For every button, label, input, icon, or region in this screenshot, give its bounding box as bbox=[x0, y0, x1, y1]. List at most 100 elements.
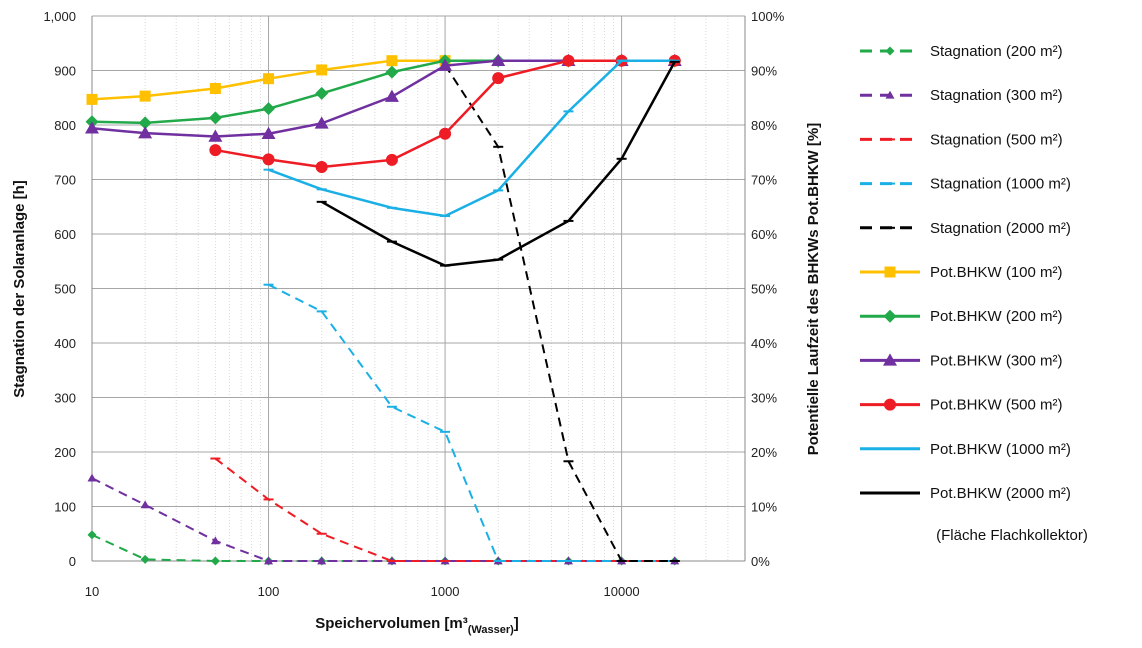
legend-item-0: Stagnation (200 m²) bbox=[860, 43, 1063, 60]
data-point-triangle bbox=[314, 116, 329, 129]
legend-item-10: Pot.BHKW (2000 m²) bbox=[860, 485, 1071, 502]
y-right-tick-label: 20% bbox=[751, 445, 777, 460]
data-point-triangle bbox=[210, 536, 220, 545]
data-point-circle bbox=[884, 398, 896, 411]
x-axis-title-main: Speichervolumen [m³ bbox=[315, 615, 468, 632]
y-right-tick-label: 100% bbox=[751, 9, 785, 24]
legend-item-9: Pot.BHKW (1000 m²) bbox=[860, 441, 1071, 458]
legend-label: Stagnation (1000 m²) bbox=[930, 176, 1071, 193]
data-point-circle bbox=[315, 160, 328, 173]
legend-label: Pot.BHKW (100 m²) bbox=[930, 264, 1063, 281]
data-point-triangle bbox=[261, 126, 276, 139]
data-point-diamond bbox=[138, 116, 152, 130]
legend-label: Pot.BHKW (200 m²) bbox=[930, 308, 1063, 325]
y-left-tick-label: 700 bbox=[54, 173, 76, 188]
data-point-circle bbox=[385, 153, 398, 166]
y-right-tick-label: 50% bbox=[751, 282, 777, 297]
series-line bbox=[444, 64, 675, 562]
y-right-tick-label: 10% bbox=[751, 500, 777, 515]
data-point-circle bbox=[262, 153, 275, 166]
legend-note: (Fläche Flachkollektor) bbox=[936, 527, 1088, 544]
data-point-circle bbox=[492, 72, 505, 85]
y-left-tick-label: 400 bbox=[54, 336, 76, 351]
data-point-diamond bbox=[262, 102, 276, 116]
data-point-triangle bbox=[140, 500, 150, 509]
y-right-tick-label: 0% bbox=[751, 554, 770, 569]
legend: Stagnation (200 m²) Stagnation (300 m²) St… bbox=[860, 43, 1071, 502]
series-10 bbox=[316, 60, 680, 267]
series-line bbox=[268, 283, 675, 562]
y-left-tick-label: 800 bbox=[54, 118, 76, 133]
data-point-diamond bbox=[210, 556, 220, 566]
legend-item-6: Pot.BHKW (200 m²) bbox=[860, 308, 1063, 325]
data-point-triangle bbox=[208, 129, 223, 142]
data-point-square bbox=[316, 64, 328, 76]
y-right-tick-label: 40% bbox=[751, 336, 777, 351]
legend-label: Stagnation (2000 m²) bbox=[930, 220, 1071, 237]
x-tick-label: 10 bbox=[85, 584, 99, 599]
data-point-square bbox=[263, 73, 275, 85]
legend-item-5: Pot.BHKW (100 m²) bbox=[860, 264, 1063, 281]
legend-label: Pot.BHKW (500 m²) bbox=[930, 397, 1063, 414]
series-line bbox=[268, 59, 675, 218]
data-point-square bbox=[86, 93, 98, 105]
data-point-triangle bbox=[87, 473, 97, 482]
data-point-diamond bbox=[208, 111, 222, 125]
data-point-diamond bbox=[140, 554, 150, 564]
data-point-circle bbox=[562, 54, 575, 67]
y-right-tick-label: 70% bbox=[751, 173, 777, 188]
data-point-diamond bbox=[315, 86, 329, 100]
data-point-triangle bbox=[491, 53, 506, 66]
y-left-tick-label: 300 bbox=[54, 391, 76, 406]
data-point-square bbox=[209, 82, 221, 94]
y-left-tick-label: 0 bbox=[69, 554, 76, 569]
data-point-triangle bbox=[883, 353, 897, 366]
data-point-triangle bbox=[264, 556, 274, 565]
data-point-diamond bbox=[87, 530, 97, 540]
legend-label: Stagnation (200 m²) bbox=[930, 43, 1063, 60]
y-left-tick-label: 500 bbox=[54, 282, 76, 297]
data-point-square bbox=[884, 266, 896, 278]
x-tick-label: 100 bbox=[258, 584, 280, 599]
data-point-triangle bbox=[85, 121, 99, 134]
y-left-tick-label: 600 bbox=[54, 227, 76, 242]
series-7 bbox=[85, 53, 682, 142]
legend-item-4: Stagnation (2000 m²) bbox=[860, 220, 1071, 237]
data-point-triangle bbox=[885, 90, 895, 99]
x-axis-title-sub: (Wasser) bbox=[468, 624, 514, 636]
y-axis-right-title: Potentielle Laufzeit des BHKWs Pot.BHKW … bbox=[805, 123, 822, 456]
y-left-tick-label: 200 bbox=[54, 445, 76, 460]
legend-label: Pot.BHKW (2000 m²) bbox=[930, 485, 1071, 502]
data-point-circle bbox=[209, 144, 222, 157]
series-layer bbox=[85, 53, 682, 566]
series-4 bbox=[440, 64, 680, 562]
legend-label: Pot.BHKW (300 m²) bbox=[930, 352, 1063, 369]
x-axis-title: Speichervolumen [m³(Wasser)] bbox=[315, 615, 519, 636]
data-point-triangle bbox=[138, 126, 153, 139]
y-right-tick-label: 90% bbox=[751, 64, 777, 79]
data-point-triangle bbox=[438, 58, 453, 71]
x-tick-label: 10000 bbox=[604, 584, 640, 599]
y-right-tick-label: 80% bbox=[751, 118, 777, 133]
data-point-diamond bbox=[385, 65, 399, 79]
data-point-diamond bbox=[885, 46, 895, 56]
legend-item-1: Stagnation (300 m²) bbox=[860, 87, 1063, 104]
series-9 bbox=[263, 59, 680, 218]
series-line bbox=[91, 477, 675, 562]
data-point-diamond bbox=[883, 309, 897, 323]
legend-item-8: Pot.BHKW (500 m²) bbox=[860, 397, 1063, 414]
y-right-tick-label: 60% bbox=[751, 227, 777, 242]
y-left-tick-label: 1,000 bbox=[43, 9, 76, 24]
data-point-square bbox=[139, 90, 151, 102]
x-tick-label: 1000 bbox=[431, 584, 460, 599]
legend-label: Stagnation (500 m²) bbox=[930, 131, 1063, 148]
y-left-tick-label: 100 bbox=[54, 500, 76, 515]
x-axis-title-close: ] bbox=[514, 615, 519, 632]
data-point-square bbox=[386, 55, 398, 67]
legend-item-3: Stagnation (1000 m²) bbox=[860, 176, 1071, 193]
y-axis-left-title: Stagnation der Solaranlage [h] bbox=[11, 180, 28, 398]
data-point-triangle bbox=[317, 556, 327, 565]
data-point-triangle bbox=[384, 89, 399, 102]
